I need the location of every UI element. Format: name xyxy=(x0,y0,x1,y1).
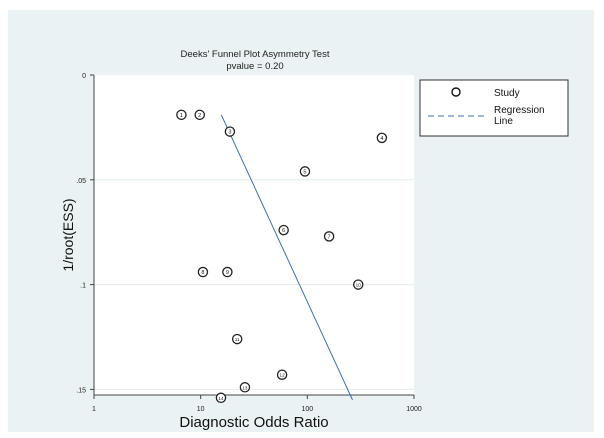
y-tick-label: .1 xyxy=(80,283,86,290)
legend-study-label: Study xyxy=(494,88,520,99)
legend: Study Regression Line xyxy=(419,79,569,137)
x-tick-label: 10 xyxy=(197,406,205,413)
y-tick-label: .15 xyxy=(76,387,86,394)
study-point-11 xyxy=(231,333,243,345)
study-point-label: 6 xyxy=(282,228,285,234)
study-point-7 xyxy=(323,231,335,242)
study-point-label: 9 xyxy=(226,270,229,276)
study-point-label: 13 xyxy=(242,385,248,390)
x-axis-label: Diagnostic Odds Ratio xyxy=(179,414,328,431)
study-point-label: 4 xyxy=(380,136,383,142)
study-point-13 xyxy=(239,382,251,393)
study-point-1 xyxy=(176,109,187,121)
study-point-label: 7 xyxy=(328,234,331,240)
study-point-4 xyxy=(376,132,388,144)
axes xyxy=(90,74,415,399)
y-tick-label: .05 xyxy=(76,178,86,185)
study-point-12 xyxy=(276,369,288,380)
study-point-label: 12 xyxy=(280,373,286,378)
legend-study-marker xyxy=(451,87,461,97)
study-point-9 xyxy=(222,266,233,278)
x-tick-label: 1000 xyxy=(406,406,422,413)
tick-labels: 0 .05 .1 .15 1 10 100 1000 xyxy=(76,73,422,413)
study-point-label: 10 xyxy=(356,283,362,288)
study-point-label: 14 xyxy=(218,396,224,401)
study-point-3 xyxy=(224,126,236,137)
study-point-2 xyxy=(194,109,205,121)
study-point-label: 3 xyxy=(228,130,231,136)
study-point-8 xyxy=(197,266,209,278)
study-point-10 xyxy=(352,279,364,290)
regression-line-layer xyxy=(220,114,353,401)
y-tick-label: 0 xyxy=(82,73,86,80)
study-point-label: 11 xyxy=(235,337,240,342)
y-axis-label: 1/root(ESS) xyxy=(60,198,76,271)
study-point-14 xyxy=(215,392,227,404)
regression-line xyxy=(220,114,353,401)
legend-regression-label-line2: Line xyxy=(494,116,513,127)
x-tick-label: 100 xyxy=(301,406,313,413)
legend-regression-label: Regression xyxy=(494,105,545,116)
legend-box xyxy=(419,79,569,137)
study-point-label: 8 xyxy=(201,270,204,276)
plot-area xyxy=(94,75,414,395)
study-point-label: 1 xyxy=(180,113,183,119)
study-point-label: 5 xyxy=(303,169,306,175)
chart-title: Deeks' Funnel Plot Asymmetry Test xyxy=(181,49,330,60)
study-point-6 xyxy=(278,224,289,236)
chart-subtitle: pvalue = 0.20 xyxy=(226,61,283,72)
study-point-label: 2 xyxy=(198,113,201,119)
study-point-5 xyxy=(299,166,311,177)
x-tick-label: 1 xyxy=(92,406,96,413)
